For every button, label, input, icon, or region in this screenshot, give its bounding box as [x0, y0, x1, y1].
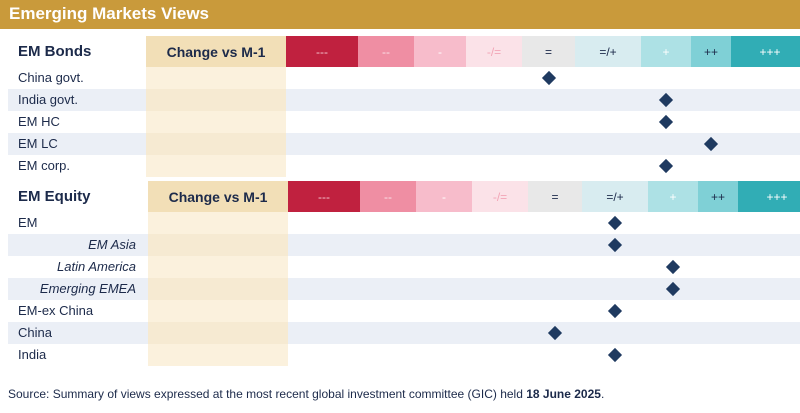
- view-marker-icon: [658, 158, 674, 174]
- scale-header-1: ---: [288, 181, 360, 212]
- change-cell: [148, 278, 288, 300]
- em-bonds-section: EM Bonds Change vs M-1 --- -- - -/= = =/+ + ++ +…: [8, 36, 800, 177]
- source-date: 18 June 2025: [526, 387, 601, 401]
- table-row: India: [8, 344, 800, 366]
- change-cell: [148, 212, 288, 234]
- change-cell: [148, 322, 288, 344]
- scale-header-5: =: [522, 36, 575, 67]
- view-marker-icon: [607, 303, 623, 319]
- scale-header-3: -: [414, 36, 466, 67]
- change-cell: [148, 256, 288, 278]
- row-label: India: [18, 347, 47, 362]
- view-marker-icon: [658, 114, 674, 130]
- scale-header-3: -: [416, 181, 472, 212]
- view-marker-icon: [658, 92, 674, 108]
- view-marker-icon: [665, 259, 681, 275]
- scale-header-8: ++: [698, 181, 738, 212]
- source-end: .: [600, 387, 605, 401]
- table-row: China govt.: [8, 67, 800, 89]
- table-row: EM LC: [8, 133, 800, 155]
- source-note: Source: Summary of views expressed at th…: [8, 387, 604, 401]
- view-marker-icon: [703, 136, 719, 152]
- view-marker-icon: [541, 70, 556, 86]
- change-cell: [146, 155, 286, 177]
- scale-header-6: =/+: [575, 36, 641, 67]
- change-vs-m1-header: Change vs M-1: [146, 36, 286, 67]
- scale-header-4: -/=: [466, 36, 522, 67]
- scale-header-2: --: [360, 181, 416, 212]
- row-label: Latin America: [57, 259, 136, 274]
- em-equity-rows: EM EM Asia Latin America Emerging EMEA EM-ex…: [8, 212, 800, 366]
- scale-header-7: +: [648, 181, 698, 212]
- change-vs-m1-header: Change vs M-1: [148, 181, 288, 212]
- row-label: Emerging EMEA: [39, 281, 136, 296]
- em-bonds-title: EM Bonds: [18, 43, 92, 60]
- scale-header-6: =/+: [582, 181, 648, 212]
- table-row: EM Asia: [8, 234, 800, 256]
- row-label: India govt.: [18, 92, 78, 107]
- change-cell: [148, 300, 288, 322]
- change-cell: [148, 344, 288, 366]
- view-marker-icon: [665, 281, 681, 297]
- scale-header-8: ++: [691, 36, 731, 67]
- table-row: EM corp.: [8, 155, 800, 177]
- row-label: China: [18, 325, 52, 340]
- row-label: EM Asia: [88, 237, 136, 252]
- page-title: Emerging Markets Views: [0, 0, 800, 29]
- scale-header-5: =: [528, 181, 582, 212]
- view-marker-icon: [607, 347, 623, 363]
- em-bonds-rows: China govt. India govt. EM HC EM LC EM corp.: [8, 67, 800, 177]
- scale-header-1: ---: [286, 36, 358, 67]
- change-cell: [146, 67, 286, 89]
- scale-header-4: -/=: [472, 181, 528, 212]
- table-row: China: [8, 322, 800, 344]
- em-equity-section: EM Equity Change vs M-1 --- -- - -/= = =/+ + ++…: [8, 181, 800, 366]
- change-cell: [146, 89, 286, 111]
- view-marker-icon: [547, 325, 563, 341]
- row-label: China govt.: [18, 70, 84, 85]
- table-row: India govt.: [8, 89, 800, 111]
- row-label: EM HC: [18, 114, 60, 129]
- change-cell: [146, 111, 286, 133]
- row-label: EM: [18, 215, 38, 230]
- view-marker-icon: [607, 237, 623, 253]
- scale-header-7: +: [641, 36, 691, 67]
- em-equity-header: EM Equity Change vs M-1 --- -- - -/= = =/+ + ++…: [8, 181, 800, 212]
- table-row: Latin America: [8, 256, 800, 278]
- scale-header-9: +++: [731, 36, 800, 67]
- scale-header-9: +++: [738, 181, 800, 212]
- table-row: Emerging EMEA: [8, 278, 800, 300]
- source-text: Source: Summary of views expressed at th…: [8, 387, 527, 401]
- em-bonds-header: EM Bonds Change vs M-1 --- -- - -/= = =/+ + ++ +…: [8, 36, 800, 67]
- em-equity-title: EM Equity: [18, 188, 91, 205]
- table-row: EM: [8, 212, 800, 234]
- table-row: EM HC: [8, 111, 800, 133]
- row-label: EM-ex China: [18, 303, 94, 318]
- change-cell: [146, 133, 286, 155]
- table-row: EM-ex China: [8, 300, 800, 322]
- row-label: EM corp.: [18, 158, 71, 173]
- scale-header-2: --: [358, 36, 414, 67]
- change-cell: [148, 234, 288, 256]
- view-marker-icon: [607, 215, 623, 231]
- row-label: EM LC: [18, 136, 58, 151]
